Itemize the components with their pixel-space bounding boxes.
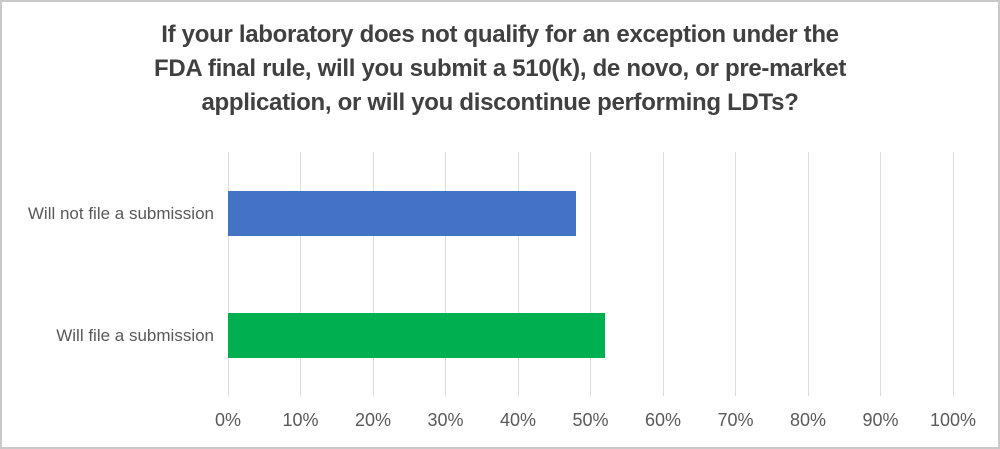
category-label: Will not file a submission bbox=[27, 203, 214, 223]
gridline-30% bbox=[445, 152, 446, 396]
gridline-40% bbox=[517, 152, 519, 396]
gridline-60% bbox=[662, 152, 664, 396]
chart-title: If your laboratory does not qualify for … bbox=[2, 18, 998, 120]
gridline-70% bbox=[735, 152, 736, 396]
x-tick-label: 10% bbox=[282, 410, 319, 430]
bar-will-not-file-a-submission bbox=[228, 190, 576, 236]
chart-title-line: application, or will you discontinue per… bbox=[201, 89, 799, 116]
x-tick-label: 60% bbox=[644, 410, 682, 430]
chart-title-line: FDA final rule, will you submit a 510(k)… bbox=[153, 55, 847, 82]
gridline-20% bbox=[372, 152, 374, 396]
x-tick-label: 30% bbox=[427, 410, 464, 430]
x-tick-label: 40% bbox=[499, 410, 537, 430]
x-tick-label: 80% bbox=[789, 410, 827, 430]
gridline-10% bbox=[300, 152, 301, 396]
x-tick-label: 20% bbox=[354, 410, 392, 430]
gridline-100% bbox=[952, 152, 954, 396]
gridline-90% bbox=[880, 152, 881, 396]
bar-will-file-a-submission bbox=[228, 312, 605, 358]
x-tick-label: 50% bbox=[572, 410, 609, 430]
gridline-80% bbox=[807, 152, 809, 396]
x-tick-label: 0% bbox=[214, 410, 241, 430]
gridline-50% bbox=[590, 152, 591, 396]
category-label: Will file a submission bbox=[56, 325, 214, 345]
chart-title-line: If your laboratory does not qualify for … bbox=[161, 21, 839, 48]
gridline-0% bbox=[227, 152, 229, 396]
x-tick-label: 100% bbox=[929, 410, 977, 430]
x-tick-label: 90% bbox=[862, 410, 899, 430]
x-tick-label: 70% bbox=[717, 410, 754, 430]
